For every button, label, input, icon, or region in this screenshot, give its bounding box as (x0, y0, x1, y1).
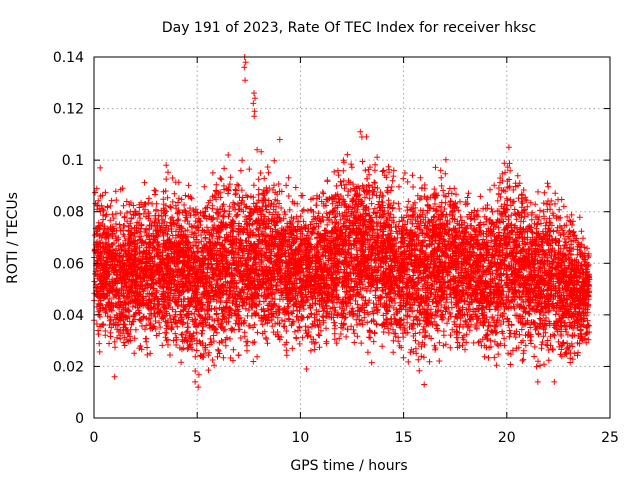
x-tick-label: 10 (291, 430, 309, 446)
x-tick-label: 5 (193, 430, 202, 446)
y-tick-label: 0.04 (53, 308, 84, 324)
chart-title: Day 191 of 2023, Rate Of TEC Index for r… (162, 20, 536, 36)
x-tick-label: 0 (90, 430, 99, 446)
scatter-markers (91, 54, 593, 391)
y-tick-label: 0.08 (53, 205, 84, 221)
plot-frame (93, 56, 611, 419)
y-tick-label: 0 (75, 411, 84, 427)
y-tick-labels: 0 0.02 0.04 0.06 0.08 0.1 0.12 0.14 (53, 50, 84, 427)
x-tick-labels: 0 5 10 15 20 25 (90, 430, 619, 446)
x-tick-label: 20 (498, 430, 516, 446)
y-axis-title: ROTI / TECUs (5, 192, 21, 284)
x-tick-label: 15 (395, 430, 413, 446)
x-tick-label: 25 (601, 430, 619, 446)
axis-ticks (93, 56, 611, 419)
y-tick-label: 0.1 (62, 153, 84, 169)
y-tick-label: 0.14 (53, 50, 84, 66)
data-points (91, 54, 593, 391)
y-tick-label: 0.12 (53, 102, 84, 118)
y-tick-label: 0.02 (53, 359, 84, 375)
x-axis-title: GPS time / hours (290, 458, 407, 474)
y-tick-label: 0.06 (53, 256, 84, 272)
